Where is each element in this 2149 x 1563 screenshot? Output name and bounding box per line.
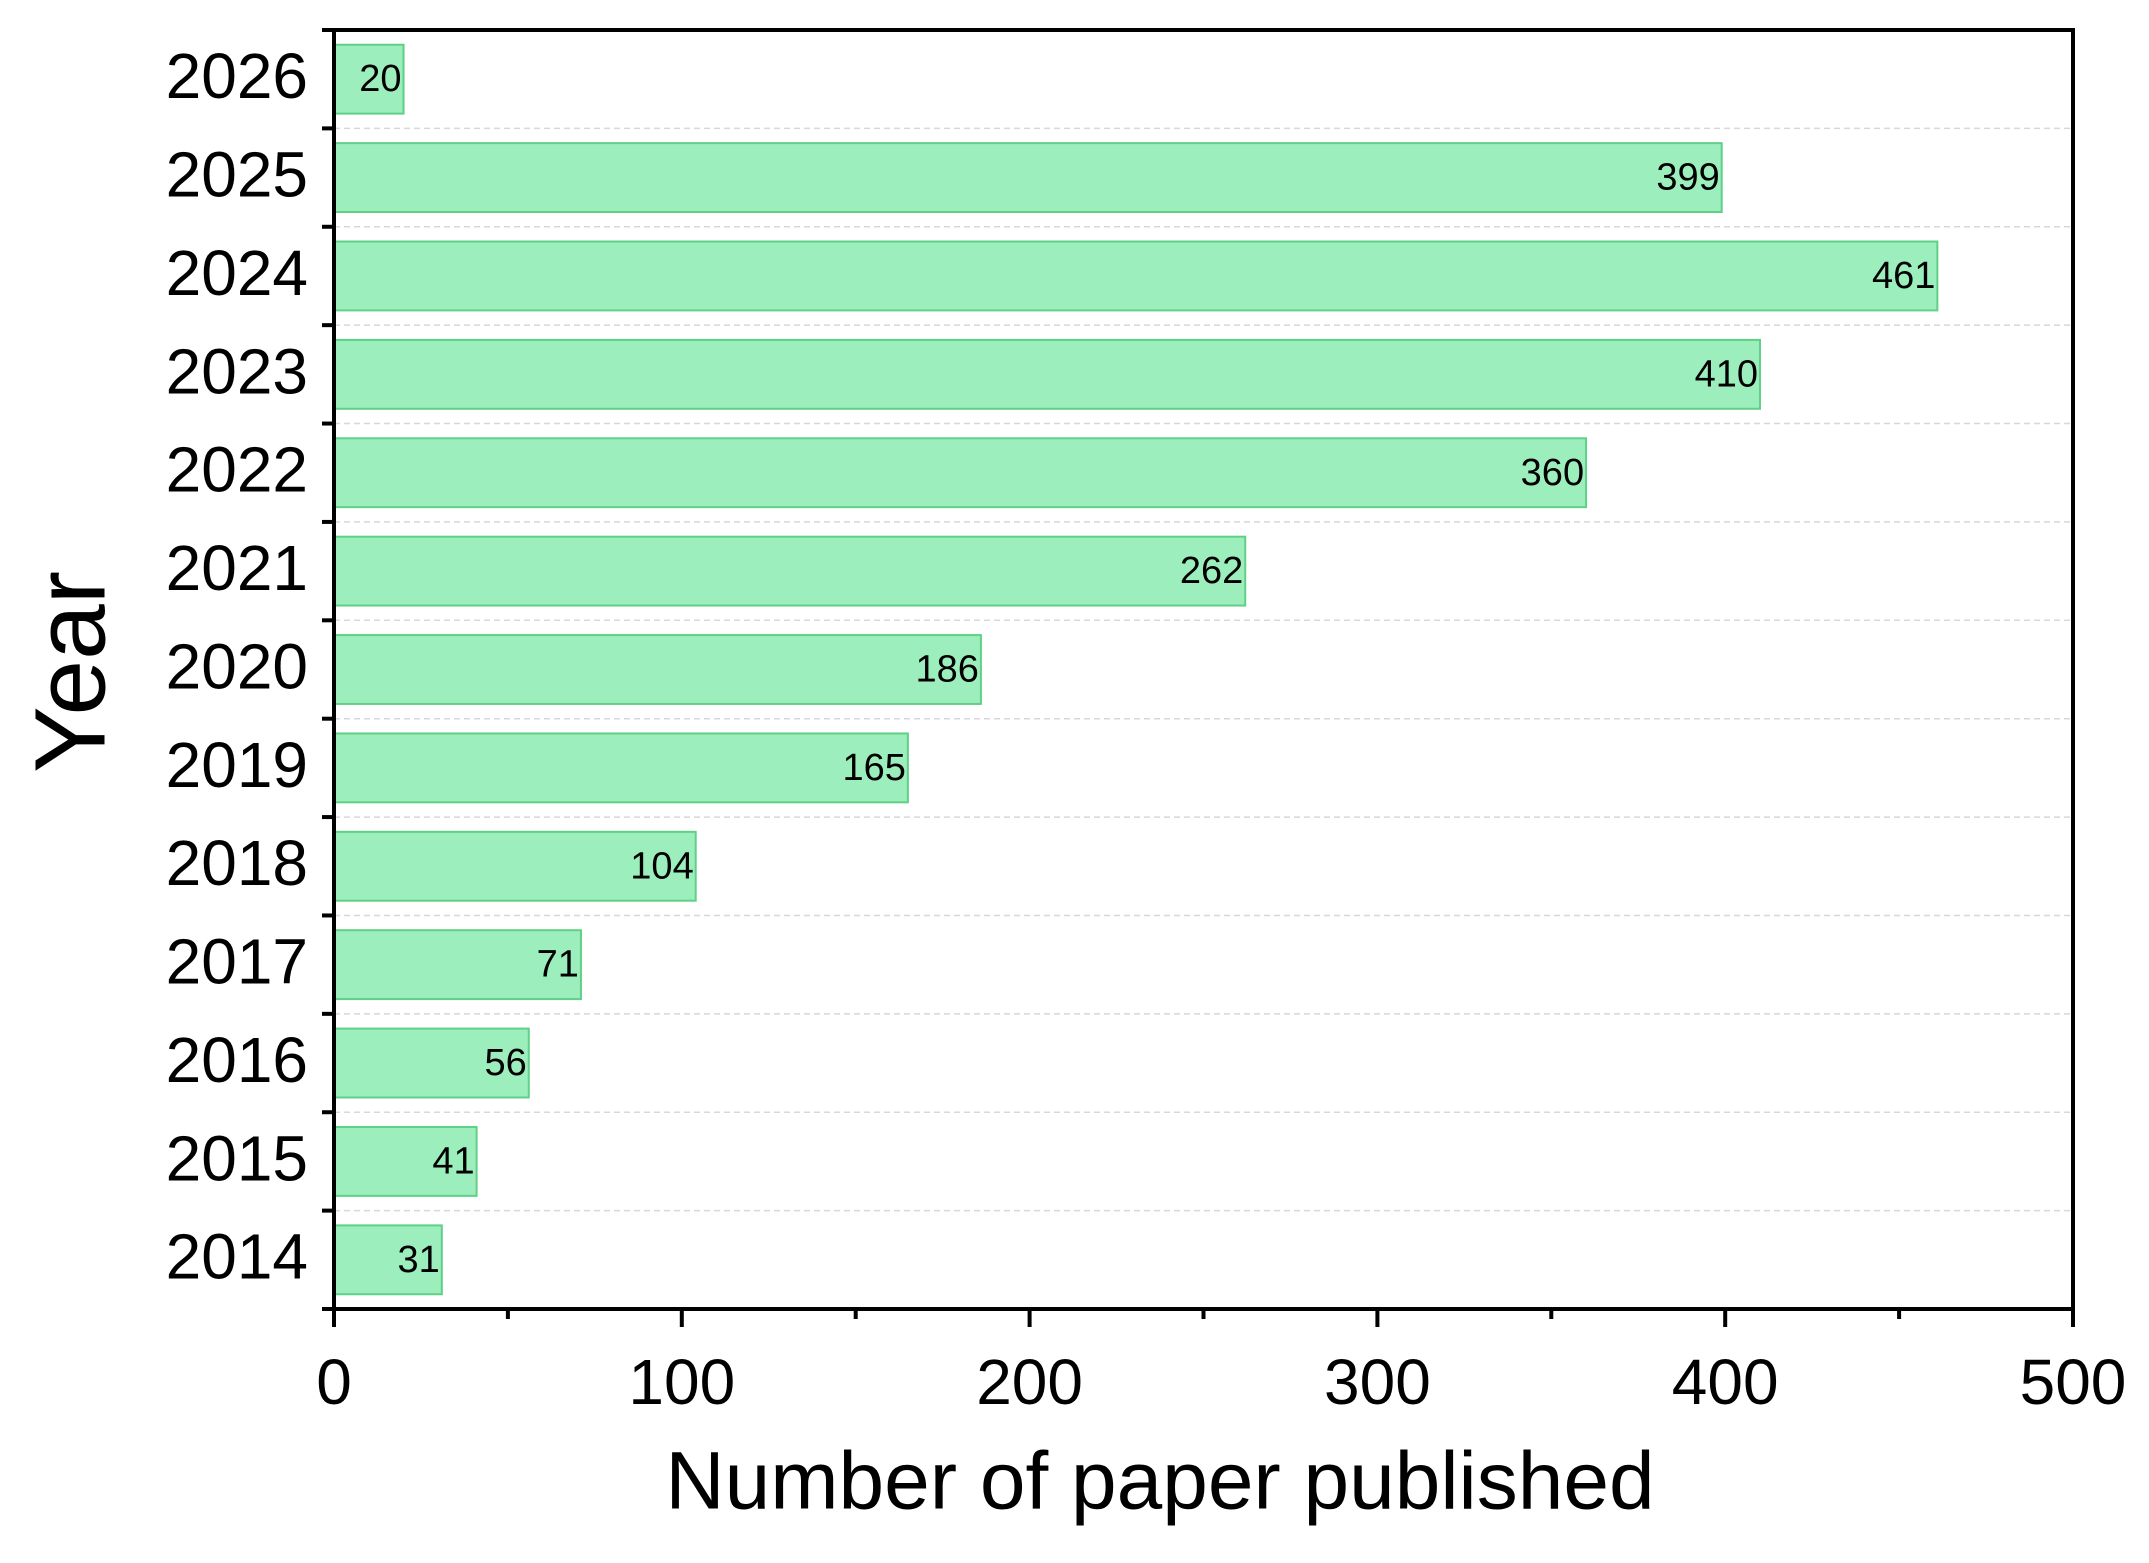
value-label: 41 [432, 1140, 474, 1182]
x-axis-title: Number of paper published [665, 1436, 1654, 1527]
y-axis-title: Year [14, 571, 126, 773]
bar [333, 830, 697, 902]
bar [333, 1125, 478, 1197]
y-tick-label: 2015 [166, 1122, 308, 1194]
y-tick-label: 2017 [166, 926, 308, 998]
y-tick-label: 2024 [166, 237, 308, 309]
y-tick-label: 2018 [166, 827, 308, 899]
bar [333, 732, 909, 804]
value-label: 360 [1521, 452, 1584, 494]
value-label: 262 [1180, 550, 1243, 592]
value-label: 186 [916, 649, 979, 691]
y-tick-label: 2025 [166, 138, 308, 210]
y-tick-label: 2019 [166, 729, 308, 801]
x-tick-label: 0 [316, 1346, 352, 1418]
value-label: 56 [484, 1042, 526, 1084]
value-label: 71 [537, 944, 579, 986]
bar [333, 437, 1588, 509]
value-label: 399 [1656, 157, 1719, 199]
bar [333, 535, 1247, 607]
y-tick-label: 2023 [166, 335, 308, 407]
x-tick-label: 300 [1324, 1346, 1431, 1418]
bar [333, 43, 405, 115]
bar [333, 338, 1761, 410]
y-tick-label: 2014 [166, 1221, 308, 1293]
value-label: 31 [398, 1239, 440, 1281]
value-label: 165 [842, 747, 905, 789]
bar [333, 929, 582, 1001]
y-tick-label: 2026 [166, 40, 308, 112]
y-tick-label: 2016 [166, 1024, 308, 1096]
bar [333, 634, 982, 705]
x-tick-label: 200 [976, 1346, 1083, 1418]
x-tick-label: 100 [628, 1346, 735, 1418]
y-tick-label: 2021 [166, 532, 308, 604]
bar [333, 1224, 443, 1296]
bar [333, 240, 1939, 312]
value-label: 104 [630, 845, 693, 887]
bar [333, 142, 1723, 214]
plot-frame [332, 28, 2075, 1311]
x-tick-label: 400 [1672, 1346, 1779, 1418]
y-tick-label: 2022 [166, 434, 308, 506]
x-tick-label: 500 [2020, 1346, 2127, 1418]
y-tick-label: 2020 [166, 630, 308, 702]
bar [333, 1027, 530, 1099]
value-label: 20 [359, 58, 401, 100]
value-label: 410 [1695, 353, 1758, 395]
value-label: 461 [1872, 255, 1935, 297]
